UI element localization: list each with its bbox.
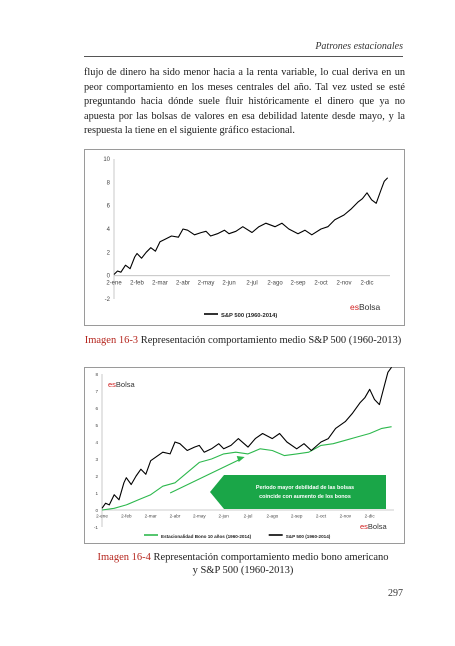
y-tick-label: 0 — [95, 508, 98, 513]
x-tick-label: 2-mar — [152, 281, 168, 287]
esbolsa-watermark: esBolsa — [350, 302, 381, 312]
x-tick-label: 2-may — [198, 281, 215, 287]
x-tick-label: 2-abr — [176, 281, 190, 287]
y-tick-label: 4 — [107, 227, 111, 233]
sp500-chart-svg: -2 0 2 4 6 8 10 2-ene 2-feb 2-mar 2-abr 2-may 2-jun 2… — [84, 149, 405, 326]
legend-entry: Estacionalidad Bono 10 años (1960-2014) — [161, 534, 252, 539]
callout-text-1: Periodo mayor debilidad de las bolsas — [256, 485, 354, 491]
x-tick-label: 2-mar — [145, 514, 157, 519]
body-line: se esté preguntando hacia dónde suele fl… — [84, 81, 405, 108]
y-tick-label: -2 — [105, 297, 111, 303]
y-tick-label: 2 — [95, 474, 98, 479]
figure2-caption: Imagen 16-4 Representación comportamient… — [60, 551, 426, 577]
x-tick-label: 2-jul — [246, 281, 257, 287]
x-tick-label: 2-nov — [336, 281, 351, 287]
x-tick-label: 2-oct — [314, 281, 328, 287]
callout-text-2: coincide con aumento de los bonos — [259, 494, 351, 500]
esbolsa-watermark: esBolsa — [108, 380, 136, 389]
header-rule — [84, 56, 403, 57]
figure-sp500-chart: -2 0 2 4 6 8 10 2-ene 2-feb 2-mar 2-abr 2-may 2-jun 2… — [84, 149, 405, 326]
y-tick-label: 1 — [95, 491, 98, 496]
legend-entry: S&P 500 (1960-2014) — [286, 534, 331, 539]
legend-entry: S&P 500 (1960-2014) — [221, 313, 277, 319]
series-line-estacionalidad-bono-10-a-os-1960-2014- — [101, 426, 392, 511]
y-tick-label: 8 — [95, 372, 98, 377]
body-line: ya no apuesta por las bolsas de valores … — [84, 96, 405, 122]
figure1-caption-label: Imagen 16-3 — [84, 335, 139, 346]
y-tick-label: -1 — [94, 525, 99, 530]
callout-arrow-box — [210, 475, 386, 509]
x-tick-label: 2-may — [193, 514, 206, 519]
body-paragraph: flujo de dinero ha sido menor hacia a la… — [84, 66, 405, 139]
x-tick-label: 2-oct — [316, 514, 327, 519]
trend-arrow-line — [169, 458, 241, 494]
x-tick-label: 2-jun — [222, 281, 235, 287]
x-tick-label: 2-feb — [130, 281, 144, 287]
series-line-s-p-500-1960-2014- — [113, 177, 389, 275]
x-tick-label: 2-ago — [266, 514, 278, 519]
trend-arrow-head — [236, 456, 245, 462]
figure2-caption-label: Imagen 16-4 — [97, 552, 151, 563]
chart-frame — [84, 367, 405, 544]
y-tick-label: 5 — [95, 423, 98, 428]
figure2-caption-text-1: Representación comportamiento medio bono… — [153, 552, 389, 563]
x-tick-label: 2-dic — [365, 514, 376, 519]
x-tick-label: 2-jun — [219, 514, 230, 519]
x-tick-label: 2-jul — [244, 514, 253, 519]
body-line: mayo, y la respuesta la tiene en el sigu… — [84, 110, 405, 137]
x-tick-label: 2-sep — [290, 281, 306, 287]
running-header: Patrones estacionales — [315, 41, 403, 52]
page-number: 297 — [388, 588, 403, 599]
y-tick-label: 7 — [95, 389, 98, 394]
body-line: un peor comportamiento en los meses cent… — [84, 67, 406, 93]
y-tick-label: 10 — [103, 157, 110, 163]
x-tick-label: 2-feb — [121, 514, 132, 519]
x-tick-label: 2-ene — [96, 514, 108, 519]
x-tick-label: 2-ago — [267, 281, 283, 287]
y-tick-label: 6 — [107, 204, 111, 210]
x-tick-label: 2-nov — [340, 514, 352, 519]
x-tick-label: 2-abr — [170, 514, 181, 519]
figure2-caption-text-2: y S&P 500 (1960-2013) — [192, 565, 294, 576]
bond-sp500-chart-svg: -1 0 1 2 3 4 5 6 7 8 2-ene 2-feb 2-mar 2-abr 2-may 2-ju… — [84, 367, 405, 544]
y-tick-label: 4 — [95, 440, 98, 445]
x-tick-label: 2-dic — [360, 281, 373, 287]
body-line: flujo de dinero ha sido menor hacia a la… — [84, 67, 392, 78]
y-tick-label: 8 — [107, 180, 111, 186]
x-tick-label: 2-sep — [291, 514, 303, 519]
figure1-caption-text: Representación comportamiento medio S&P … — [140, 335, 402, 346]
y-tick-label: 0 — [107, 274, 111, 280]
y-tick-label: 3 — [95, 457, 98, 462]
figure1-caption: Imagen 16-3 Representación comportamient… — [60, 334, 426, 347]
series-line-s-p-500-1960-2014- — [101, 367, 393, 509]
figure-bond-sp500-chart: -1 0 1 2 3 4 5 6 7 8 2-ene 2-feb 2-mar 2-abr 2-may 2-ju… — [84, 367, 405, 544]
y-tick-label: 6 — [95, 406, 98, 411]
chart-frame — [84, 149, 405, 326]
x-tick-label: 2-ene — [106, 281, 122, 287]
y-tick-label: 2 — [107, 250, 111, 256]
esbolsa-watermark: esBolsa — [360, 522, 388, 531]
